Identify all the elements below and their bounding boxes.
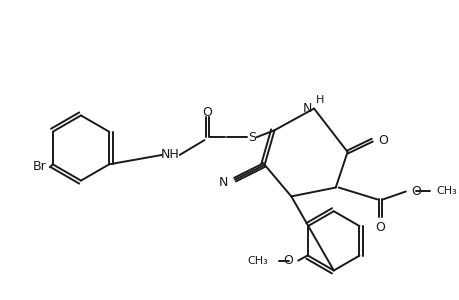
Text: CH₃: CH₃ bbox=[247, 256, 268, 266]
Text: Br: Br bbox=[33, 160, 47, 173]
Text: CH₃: CH₃ bbox=[436, 187, 456, 196]
Text: H: H bbox=[315, 94, 324, 105]
Text: NH: NH bbox=[160, 148, 179, 161]
Text: O: O bbox=[375, 221, 384, 234]
Text: O: O bbox=[202, 106, 212, 119]
Text: N: N bbox=[302, 102, 311, 115]
Text: O: O bbox=[377, 134, 387, 147]
Text: O: O bbox=[283, 254, 293, 267]
Text: S: S bbox=[247, 131, 255, 144]
Text: O: O bbox=[410, 185, 420, 198]
Text: N: N bbox=[218, 176, 228, 189]
